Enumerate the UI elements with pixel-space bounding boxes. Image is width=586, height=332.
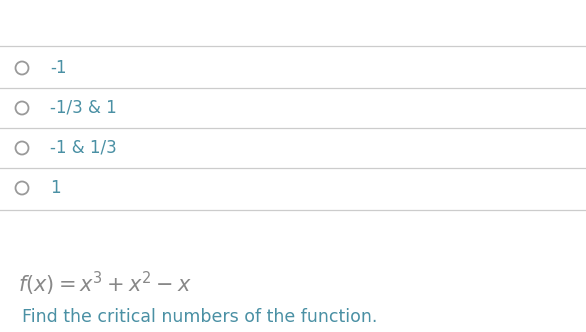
Text: -1: -1 bbox=[50, 59, 66, 77]
Text: -1 & 1/3: -1 & 1/3 bbox=[50, 139, 117, 157]
Text: 1: 1 bbox=[50, 179, 60, 197]
Text: -1/3 & 1: -1/3 & 1 bbox=[50, 99, 117, 117]
Text: $f(x) = x^3 + x^2 - x$: $f(x) = x^3 + x^2 - x$ bbox=[18, 270, 192, 298]
Text: Find the critical numbers of the function.: Find the critical numbers of the functio… bbox=[22, 308, 377, 326]
